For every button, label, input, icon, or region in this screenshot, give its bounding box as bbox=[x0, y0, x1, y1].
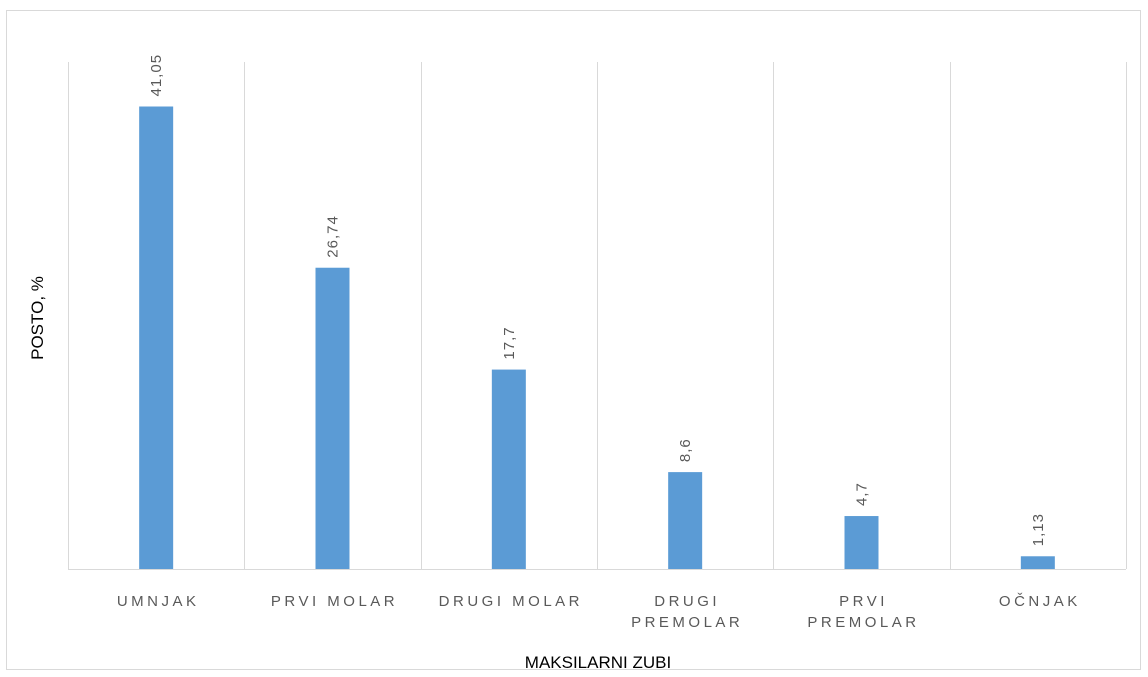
category-tick-label: DRUGI MOLAR bbox=[439, 593, 583, 610]
category-tick-label: DRUGI bbox=[654, 593, 720, 610]
bar bbox=[668, 472, 703, 569]
category-tick-label: PRVI bbox=[839, 593, 888, 610]
category-tick-label: PREMOLAR bbox=[631, 614, 743, 631]
bar bbox=[844, 516, 879, 569]
bar bbox=[139, 106, 174, 570]
category-tick-labels: UMNJAK PRVI MOLAR DRUGI MOLAR DRUGI PREMOLAR… bbox=[117, 593, 1081, 631]
bar bbox=[1020, 556, 1055, 569]
grid-lines bbox=[68, 62, 1127, 570]
x-axis-title: MAKSILARNI ZUBI bbox=[525, 653, 671, 672]
category-tick-label: PREMOLAR bbox=[807, 614, 919, 631]
bars bbox=[139, 106, 1055, 570]
chart-frame bbox=[6, 10, 1141, 670]
category-tick-label: UMNJAK bbox=[117, 593, 200, 610]
data-labels: 41,05 26,74 17,7 8,6 4,7 1,13 bbox=[148, 54, 1047, 546]
bar bbox=[315, 267, 350, 569]
bar bbox=[491, 369, 526, 569]
data-label: 1,13 bbox=[1030, 513, 1047, 546]
data-label: 41,05 bbox=[148, 54, 165, 97]
category-tick-label: PRVI MOLAR bbox=[271, 593, 398, 610]
y-axis-title: POSTO, % bbox=[28, 276, 47, 360]
data-label: 17,7 bbox=[501, 326, 518, 359]
data-label: 8,6 bbox=[677, 438, 694, 462]
category-tick-label: OČNJAK bbox=[999, 593, 1081, 610]
data-label: 4,7 bbox=[854, 482, 871, 506]
data-label: 26,74 bbox=[325, 215, 342, 258]
